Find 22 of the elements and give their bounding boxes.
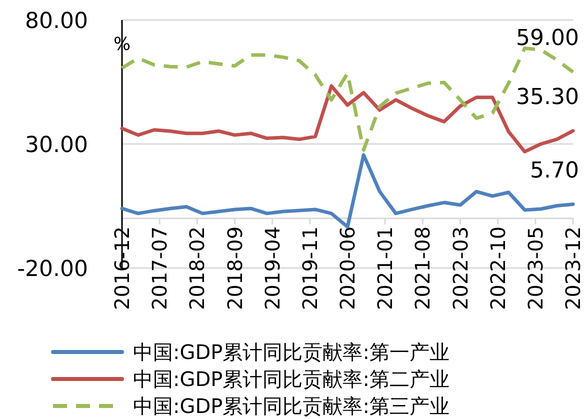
x-tick-label: 2019-04 bbox=[260, 226, 284, 310]
x-tick-label: 2017-07 bbox=[148, 226, 172, 310]
x-tick-label: 2018-09 bbox=[222, 226, 247, 310]
x-tick-label: 2021-01 bbox=[373, 226, 398, 310]
legend-label: 中国:GDP累计同比贡献率:第一产业 bbox=[133, 340, 450, 364]
x-tick-label: 2019-11 bbox=[298, 226, 322, 310]
x-tick-label: 2016-12 bbox=[110, 226, 134, 310]
x-tick-label: 2023-12 bbox=[561, 226, 585, 310]
x-tick-label: 2022-03 bbox=[448, 226, 472, 310]
x-tick-label: 2018-02 bbox=[185, 226, 210, 310]
x-tick-label: 2022-10 bbox=[486, 226, 510, 310]
data-label: 35.30 bbox=[516, 84, 579, 110]
y-tick-label: -20.00 bbox=[17, 257, 88, 282]
data-label: 59.00 bbox=[516, 26, 579, 52]
data-label: 5.70 bbox=[530, 158, 579, 184]
x-tick-label: 2023-05 bbox=[523, 226, 548, 310]
legend-label: 中国:GDP累计同比贡献率:第二产业 bbox=[133, 367, 450, 391]
x-tick-label: 2021-08 bbox=[410, 226, 435, 310]
y-tick-label: 30.00 bbox=[25, 133, 88, 158]
y-tick-label: 80.00 bbox=[25, 9, 88, 34]
legend-label: 中国:GDP累计同比贡献率:第三产业 bbox=[133, 394, 450, 418]
x-tick-label: 2020-06 bbox=[336, 226, 360, 310]
